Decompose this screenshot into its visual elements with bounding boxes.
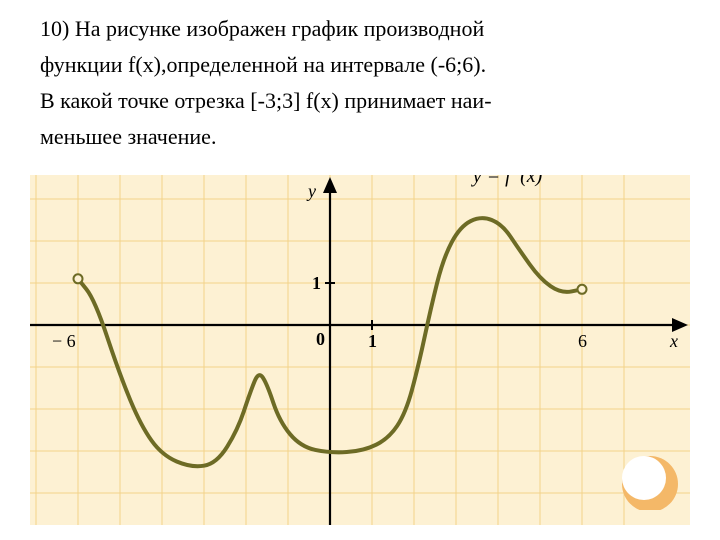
problem-text: 10) На рисунке изображен график производ… [40,12,680,156]
svg-text:1: 1 [368,331,377,351]
derivative-chart: 0 1 1 − 6 6 x y y = f ′(x) [30,175,690,525]
ornament-svg [620,450,680,510]
svg-text:x: x [669,331,678,351]
svg-text:1: 1 [312,273,321,293]
svg-text:y = f ′(x): y = f ′(x) [471,175,543,187]
corner-ornament [620,450,680,510]
chart-svg: 0 1 1 − 6 6 x y y = f ′(x) [30,175,690,525]
problem-line-3: В какой точке отрезка [-3;3] f(x) приним… [40,84,680,118]
problem-line-2: функции f(x),определенной на интервале (… [40,48,680,82]
problem-line-4: меньшее значение. [40,120,680,154]
svg-text:y: y [306,181,316,201]
slide-root: 10) На рисунке изображен график производ… [0,0,720,540]
svg-text:6: 6 [578,331,587,351]
svg-text:− 6: − 6 [52,331,76,351]
svg-text:0: 0 [316,329,325,349]
problem-line-1: 10) На рисунке изображен график производ… [40,12,680,46]
